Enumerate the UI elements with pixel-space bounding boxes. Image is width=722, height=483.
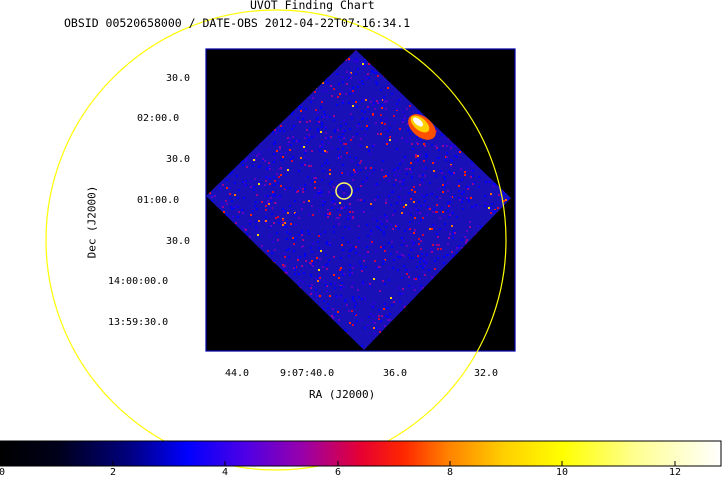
y-axis-label: Dec (J2000) <box>85 185 99 259</box>
x-tick-label: 9:07:40.0 <box>280 368 335 379</box>
x-tick-label: 36.0 <box>383 368 408 379</box>
y-tick-label: 30.0 <box>166 236 191 247</box>
image-frame <box>205 48 516 352</box>
x-axis-label: RA (J2000) <box>309 388 376 401</box>
field-of-view-circle <box>45 9 507 471</box>
colorbar-tick-label: 0 <box>0 467 6 478</box>
y-tick-label: 30.0 <box>166 154 191 165</box>
chart-subtitle: OBSID 00520658000 / DATE-OBS 2012-04-22T… <box>64 16 411 30</box>
y-tick-label: 13:59:30.0 <box>108 317 169 328</box>
bright-source <box>408 114 436 140</box>
colorbar-tick-label: 8 <box>446 467 454 478</box>
colorbar-tick-label: 12 <box>668 467 682 478</box>
colorbar-ticks <box>1 461 676 466</box>
x-tick-label: 44.0 <box>225 368 250 379</box>
chart-title: UVOT Finding Chart <box>250 0 375 12</box>
colorbar-tick-label: 4 <box>221 467 229 478</box>
y-tick-label: 02:00.0 <box>137 113 180 124</box>
y-tick-label: 01:00.0 <box>137 195 180 206</box>
y-tick-label: 30.0 <box>166 73 191 84</box>
colorbar-tick-label: 2 <box>109 467 117 478</box>
colorbar-tick-label: 10 <box>555 467 569 478</box>
x-tick-label: 32.0 <box>474 368 499 379</box>
colorbar-tick-label: 6 <box>334 467 342 478</box>
colorbar <box>0 440 722 467</box>
y-tick-label: 14:00:00.0 <box>108 276 169 287</box>
source-circle <box>335 182 353 200</box>
